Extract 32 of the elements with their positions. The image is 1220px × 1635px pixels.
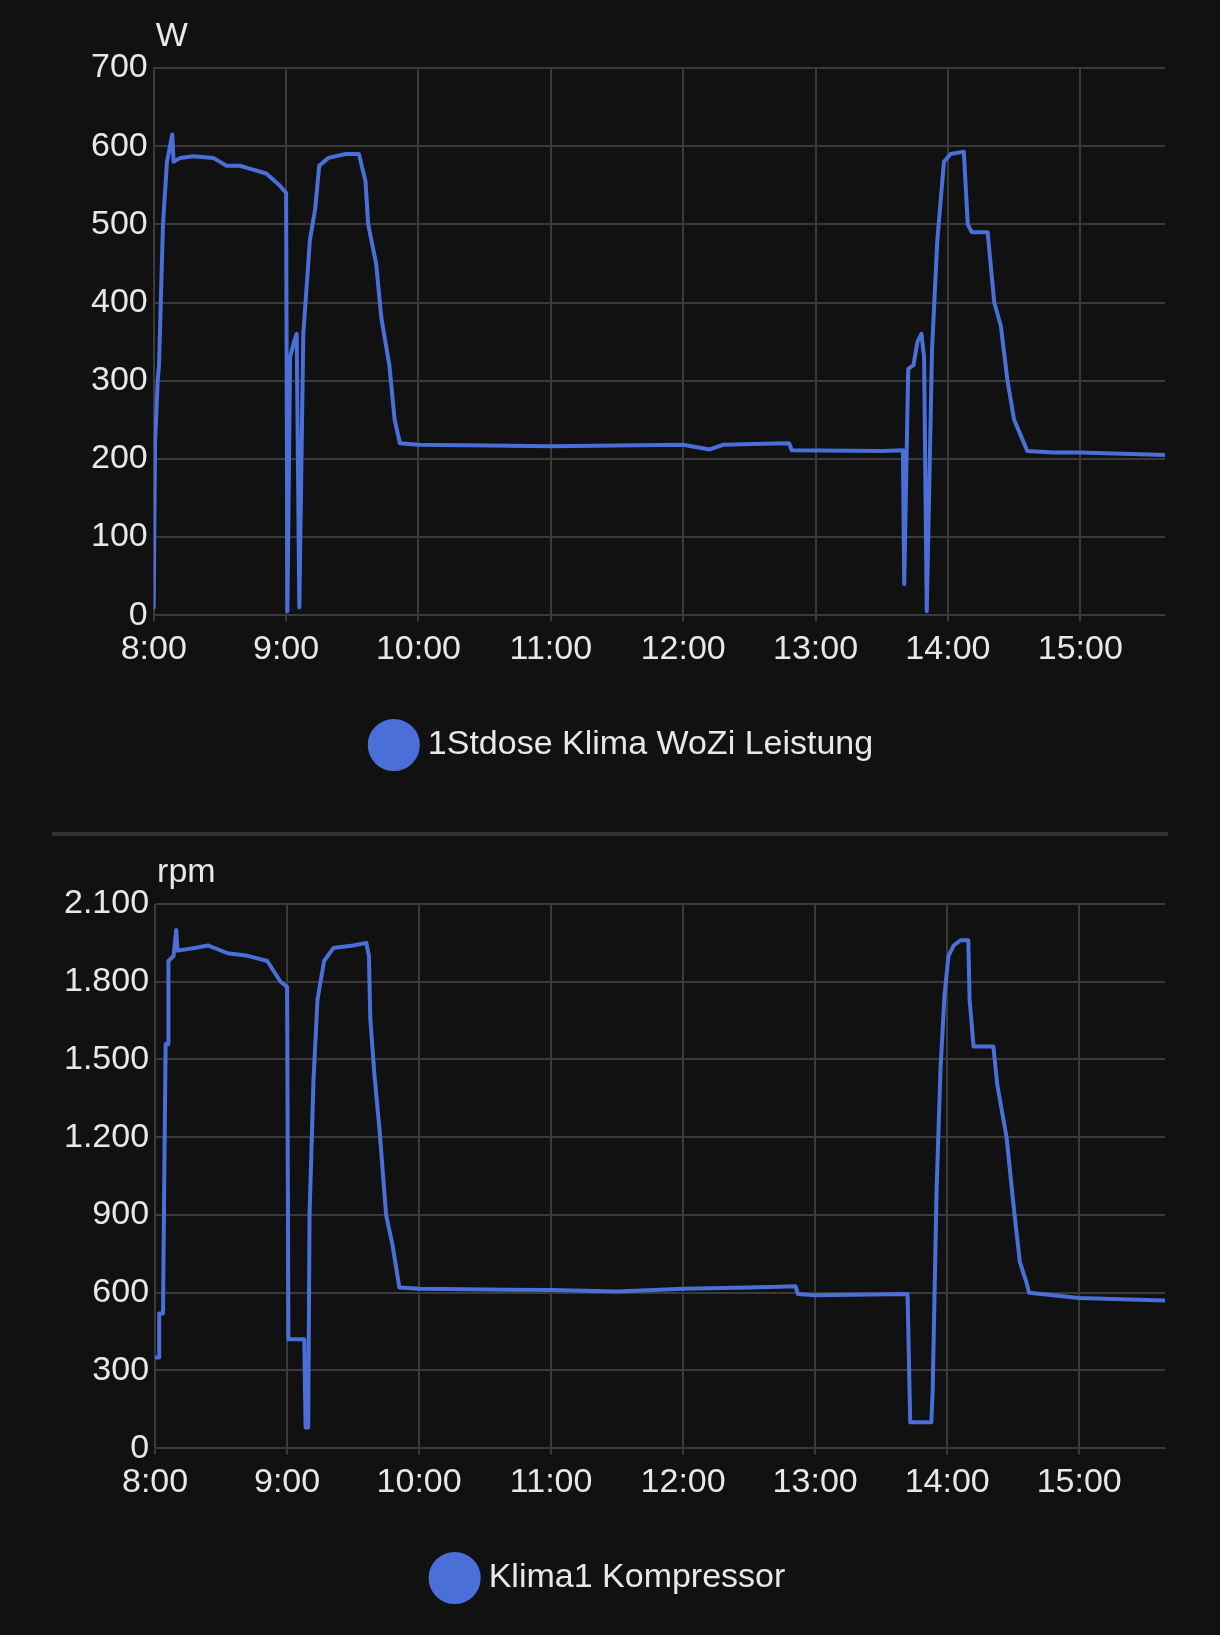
x-tick-label: 11:00 — [509, 1460, 593, 1499]
x-tick-label: 11:00 — [509, 627, 593, 666]
y-axis-title: W — [155, 15, 188, 54]
x-tick-label: 12:00 — [640, 1460, 726, 1499]
x-tick-label: 10:00 — [376, 1460, 462, 1499]
legend-label: 1Stdose Klima WoZi Leistung — [427, 723, 874, 762]
x-tick-label: 14:00 — [904, 1460, 990, 1499]
x-tick-label: 10:00 — [375, 627, 462, 666]
x-tick-label: 13:00 — [773, 627, 859, 666]
y-tick-label: 1.200 — [63, 1115, 150, 1154]
x-tick-label: 9:00 — [254, 1460, 321, 1499]
x-tick-label: 15:00 — [1036, 1460, 1122, 1499]
y-tick-label: 700 — [90, 46, 148, 85]
x-tick-label: 9:00 — [253, 627, 320, 666]
x-tick-label: 13:00 — [772, 1460, 858, 1499]
y-tick-label: 600 — [90, 124, 148, 163]
y-tick-label: 400 — [90, 280, 148, 319]
y-tick-label: 1.500 — [63, 1037, 150, 1076]
legend-label: Klima1 Kompressor — [488, 1556, 786, 1595]
x-tick-label: 12:00 — [640, 627, 726, 666]
y-tick-label: 300 — [90, 359, 148, 398]
y-axis-title: rpm — [157, 851, 216, 890]
y-tick-label: 200 — [90, 437, 148, 476]
y-tick-label: 300 — [92, 1348, 150, 1387]
y-tick-label: 900 — [92, 1193, 150, 1232]
y-tick-label: 600 — [92, 1271, 150, 1310]
y-tick-label: 100 — [90, 515, 148, 554]
y-tick-label: 1.800 — [63, 960, 150, 999]
x-tick-label: 14:00 — [905, 627, 991, 666]
y-tick-label: 500 — [90, 202, 148, 241]
y-tick-label: 2.100 — [63, 882, 150, 921]
x-tick-label: 15:00 — [1037, 627, 1123, 666]
